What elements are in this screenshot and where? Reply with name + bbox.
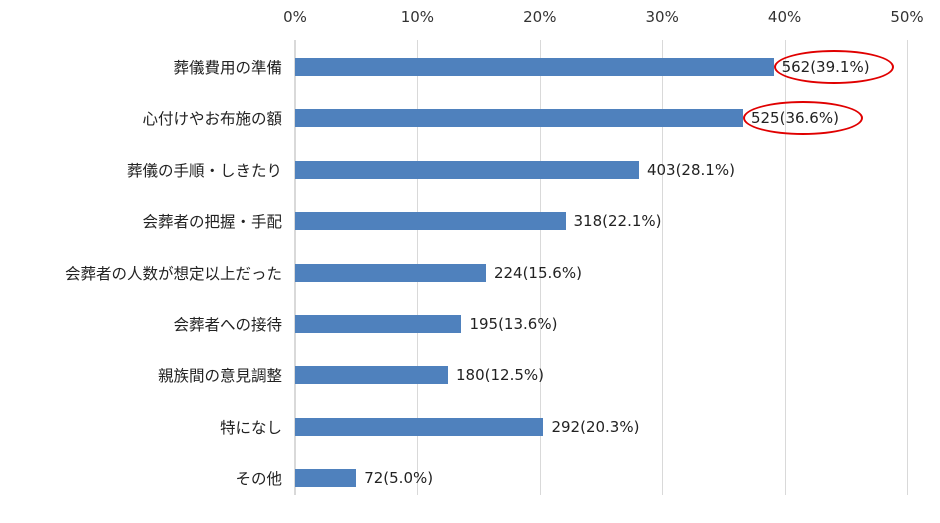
data-label: 224(15.6%) (493, 263, 582, 282)
bar (295, 58, 774, 76)
bar (295, 160, 639, 179)
category-label: その他 (235, 470, 282, 489)
category-label: 特になし (219, 418, 282, 437)
gridline (662, 40, 664, 495)
bar (295, 417, 544, 436)
x-tick-label: 10% (400, 8, 435, 26)
bar (295, 469, 357, 488)
data-label: 195(13.6%) (469, 315, 558, 333)
x-tick-label: 50% (890, 8, 924, 26)
bar (295, 366, 448, 385)
data-label: 72(5.0%) (364, 469, 434, 488)
category-label: 会葬者への接待 (173, 316, 282, 334)
category-label: 会葬者の把握・手配 (142, 213, 282, 232)
x-tick-label: 0% (283, 8, 307, 26)
x-tick-label: 40% (767, 8, 802, 26)
gridline (907, 40, 908, 495)
data-label: 180(12.5%) (456, 366, 544, 385)
category-label: 親族間の意見調整 (157, 367, 282, 386)
x-tick-label: 20% (523, 8, 557, 26)
category-label: 葬儀の手順・しきたり (126, 161, 282, 180)
bar (295, 315, 462, 333)
highlight-ellipse (773, 50, 894, 84)
data-label: 292(20.3%) (551, 417, 640, 436)
data-label: 318(22.1%) (573, 212, 662, 231)
bar (295, 109, 743, 128)
gridline (784, 40, 786, 495)
category-label: 会葬者の人数が想定以上だった (64, 264, 282, 283)
highlight-ellipse (742, 101, 863, 136)
bar (295, 212, 566, 231)
data-label: 403(28.1%) (646, 160, 735, 179)
category-label: 心付けやお布施の額 (142, 110, 282, 129)
bar (295, 263, 486, 282)
x-tick-label: 30% (645, 8, 679, 26)
gridline (539, 40, 541, 495)
category-label: 葬儀費用の準備 (173, 59, 282, 77)
